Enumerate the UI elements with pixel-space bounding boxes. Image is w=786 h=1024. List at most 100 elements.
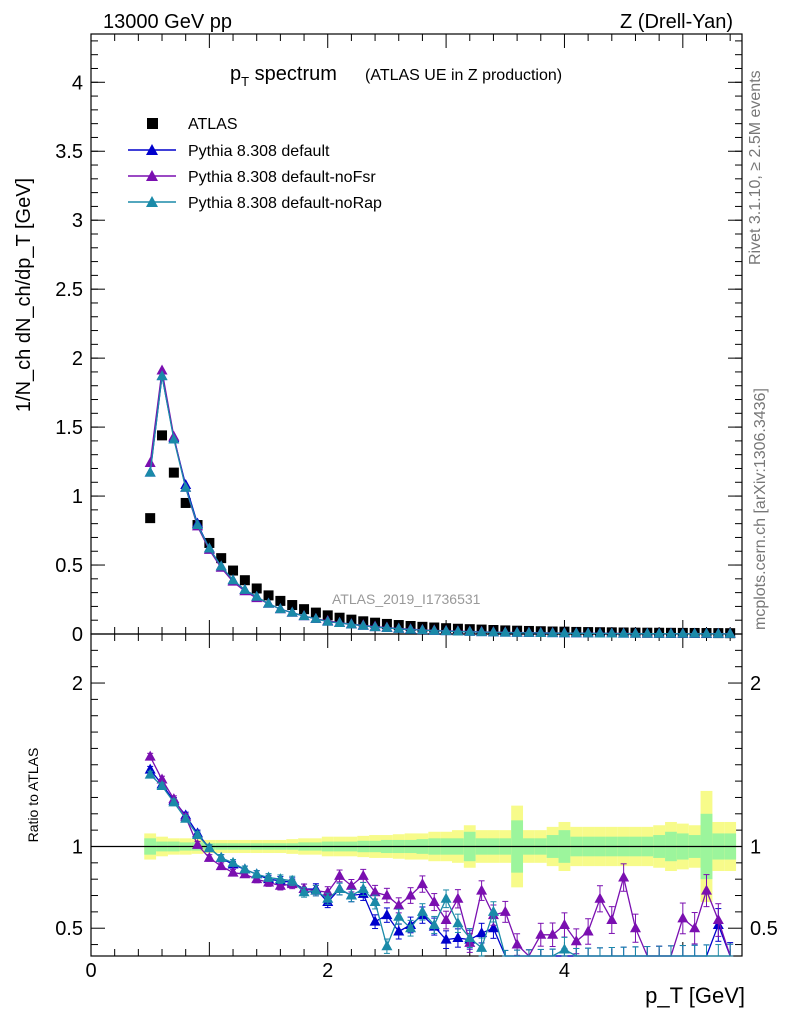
y-tick-label-ratio: 0.5 <box>55 918 83 940</box>
legend-label-s2: Pythia 8.308 default-noFsr <box>188 169 376 186</box>
ratio-point-s2 <box>582 925 594 936</box>
legend-marker-atlas <box>147 118 158 129</box>
uncertainty-band-layer <box>91 790 742 903</box>
ratio-panel-frame <box>90 633 743 957</box>
ratio-point-s2 <box>369 886 381 897</box>
ratio-point-s2 <box>452 892 464 903</box>
y-tick-label-top: 4 <box>72 72 83 94</box>
mc-point-s3 <box>393 622 405 633</box>
ratio-point-s3 <box>322 892 334 903</box>
mc-point-s3 <box>677 627 689 638</box>
atlas-data-point <box>310 607 321 618</box>
mc-point-s3 <box>416 624 428 635</box>
ratio-series-layer <box>144 750 734 958</box>
legend-label-s1: Pythia 8.308 default <box>188 143 330 160</box>
ratio-point-s3 <box>239 863 251 874</box>
atlas-data-point <box>168 467 179 478</box>
mc-point-s3 <box>629 627 641 638</box>
atlas-data-point <box>180 497 191 508</box>
ratio-point-s3 <box>310 884 322 895</box>
ratio-point-s3 <box>440 892 452 903</box>
ratio-point-s2 <box>558 918 570 929</box>
ratio-point-s2 <box>440 914 452 925</box>
ratio-point-s1 <box>393 925 405 936</box>
plot-subtitle: (ATLAS UE in Z production) <box>365 67 562 84</box>
ratio-point-s3 <box>215 851 227 862</box>
mc-point-s3 <box>156 370 168 381</box>
mc-point-s3 <box>653 627 665 638</box>
legend-label-s3: Pythia 8.308 default-noRap <box>188 195 382 212</box>
mc-point-s3 <box>251 590 263 601</box>
mc-point-s2 <box>144 456 156 467</box>
mc-point-s3 <box>452 625 464 636</box>
mc-point-s3 <box>428 624 440 635</box>
y-tick-label-top: 2.5 <box>55 279 83 301</box>
ratio-point-s2 <box>712 914 724 925</box>
legend-marker-s3 <box>146 196 158 207</box>
ratio-point-s2 <box>511 938 523 949</box>
mc-point-s3 <box>464 625 476 636</box>
ratio-point-s3 <box>405 922 417 933</box>
ratio-point-s3 <box>345 889 357 900</box>
atlas-data-point <box>228 565 239 576</box>
ratio-point-s2 <box>357 869 369 880</box>
mc-point-s3 <box>369 621 381 632</box>
ratio-point-s1 <box>476 927 488 938</box>
ratio-point-s2 <box>476 884 488 895</box>
ratio-point-s3 <box>369 896 381 907</box>
title-p: p <box>230 63 241 85</box>
mc-point-s3 <box>274 603 286 614</box>
ratio-point-s3 <box>156 780 168 791</box>
y-tick-label-ratio-right: 1 <box>750 836 761 858</box>
mc-point-s3 <box>665 627 677 638</box>
ratio-point-s3 <box>192 829 204 840</box>
mc-point-s3 <box>310 612 322 623</box>
ratio-point-s2 <box>677 912 689 923</box>
ratio-point-s3 <box>487 905 499 916</box>
mc-point-s3 <box>322 615 334 626</box>
mc-point-s3 <box>180 481 192 492</box>
y-axis-label-bottom: Ratio to ATLAS <box>25 748 41 843</box>
mc-point-s3 <box>203 542 215 553</box>
ratio-point-s2 <box>416 878 428 889</box>
legend-marker-s1 <box>146 144 158 155</box>
x-tick-label: 4 <box>559 960 570 982</box>
ratio-point-s3 <box>558 943 570 954</box>
ratio-point-s2 <box>381 889 393 900</box>
ratio-point-s2 <box>156 773 168 784</box>
legend-marker-s2 <box>146 170 158 181</box>
mc-point-s3 <box>641 627 653 638</box>
x-tick-label: 0 <box>85 960 96 982</box>
y-tick-label-ratio-right: 0.5 <box>750 918 778 940</box>
ratio-point-s3 <box>416 905 428 916</box>
mc-point-s3 <box>286 606 298 617</box>
ratio-point-s2 <box>499 905 511 916</box>
ratio-point-s2 <box>606 914 618 925</box>
mc-point-s3 <box>357 619 369 630</box>
mc-point-s3 <box>381 621 393 632</box>
mc-point-s3 <box>700 627 712 638</box>
atlas-data-point <box>287 600 298 611</box>
ratio-point-s3 <box>452 917 464 928</box>
mc-point-s3 <box>215 560 227 571</box>
y-tick-label-top: 3.5 <box>55 141 83 163</box>
ratio-point-s3 <box>298 886 310 897</box>
rivet-version-label: Rivet 3.1.10, ≥ 2.5M events <box>747 70 764 265</box>
ratio-point-s3 <box>227 856 239 867</box>
ratio-point-s2 <box>322 886 334 897</box>
y-tick-label-ratio: 2 <box>72 673 83 695</box>
mc-point-s3 <box>144 466 156 477</box>
mc-point-s3 <box>724 627 736 638</box>
mc-point-s3 <box>168 433 180 444</box>
y-tick-label-top: 0.5 <box>55 555 83 577</box>
ratio-point-s2 <box>535 928 547 939</box>
mc-point-s3 <box>511 626 523 637</box>
mc-point-s3 <box>523 626 535 637</box>
ratio-point-s3 <box>334 882 346 893</box>
legend-label-atlas: ATLAS <box>188 116 238 133</box>
ratio-point-s3 <box>274 873 286 884</box>
title-spectrum: spectrum <box>249 63 337 85</box>
ratio-point-s2 <box>594 892 606 903</box>
atlas-data-point <box>251 583 262 594</box>
